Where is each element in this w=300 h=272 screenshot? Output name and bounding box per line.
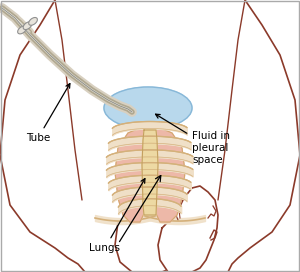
Polygon shape [152,128,185,222]
Ellipse shape [29,17,38,25]
Polygon shape [142,130,158,215]
Polygon shape [158,186,218,272]
Ellipse shape [23,22,32,30]
Ellipse shape [104,87,192,129]
Text: Tube: Tube [26,84,70,143]
Text: Fluid in
pleural
space: Fluid in pleural space [156,114,230,165]
Ellipse shape [18,26,26,34]
Polygon shape [115,222,178,272]
Text: Lungs: Lungs [89,179,145,253]
Polygon shape [115,128,148,222]
